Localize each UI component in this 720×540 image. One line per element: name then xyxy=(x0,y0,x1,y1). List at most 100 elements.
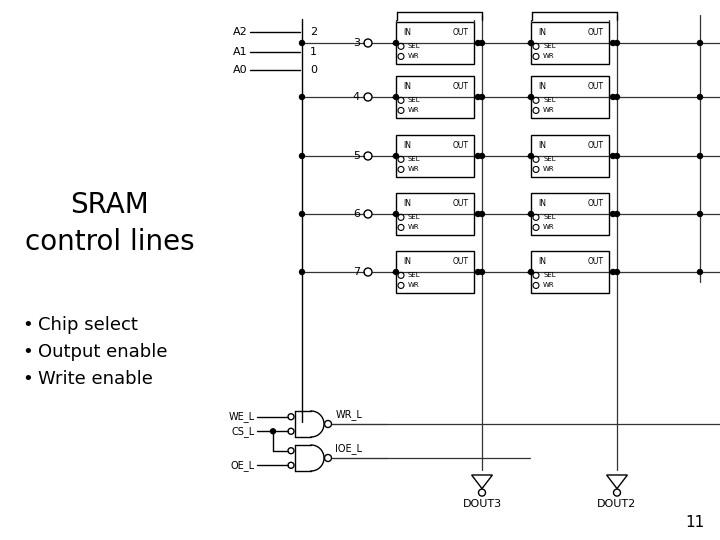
Circle shape xyxy=(698,153,703,159)
Text: WR: WR xyxy=(408,282,420,288)
Circle shape xyxy=(528,269,534,274)
Text: •: • xyxy=(22,316,33,334)
Text: WR: WR xyxy=(543,225,554,231)
Circle shape xyxy=(611,94,616,99)
Circle shape xyxy=(394,94,398,99)
Text: 1: 1 xyxy=(310,47,317,57)
Text: 2: 2 xyxy=(310,27,317,37)
Circle shape xyxy=(698,40,703,45)
Text: WR: WR xyxy=(408,53,420,59)
Text: IN: IN xyxy=(538,199,546,208)
Circle shape xyxy=(480,40,485,45)
Bar xyxy=(531,135,609,177)
Text: •: • xyxy=(22,370,33,388)
Text: Output enable: Output enable xyxy=(38,343,168,361)
Circle shape xyxy=(528,94,534,99)
Text: IN: IN xyxy=(403,82,411,91)
Text: SEL: SEL xyxy=(543,214,556,220)
Text: IOE_L: IOE_L xyxy=(336,443,362,454)
Text: SEL: SEL xyxy=(543,157,556,163)
Circle shape xyxy=(394,269,398,274)
Text: SEL: SEL xyxy=(408,157,420,163)
Bar xyxy=(531,22,609,64)
Circle shape xyxy=(394,40,398,45)
Text: WR: WR xyxy=(408,107,420,113)
Circle shape xyxy=(475,212,480,217)
Circle shape xyxy=(698,212,703,217)
Circle shape xyxy=(528,212,534,217)
Circle shape xyxy=(480,153,485,159)
Bar xyxy=(396,76,474,118)
Text: IN: IN xyxy=(403,28,411,37)
Text: WR: WR xyxy=(408,225,420,231)
Circle shape xyxy=(611,40,616,45)
Circle shape xyxy=(300,153,305,159)
Bar xyxy=(531,76,609,118)
Circle shape xyxy=(698,94,703,99)
Text: 3: 3 xyxy=(353,38,360,48)
Text: IN: IN xyxy=(538,141,546,150)
Text: IN: IN xyxy=(403,141,411,150)
Text: WR: WR xyxy=(543,53,554,59)
Text: A2: A2 xyxy=(233,27,248,37)
Circle shape xyxy=(698,269,703,274)
Text: SEL: SEL xyxy=(408,214,420,220)
Text: SEL: SEL xyxy=(543,97,556,103)
Circle shape xyxy=(475,40,480,45)
Text: A1: A1 xyxy=(233,47,248,57)
Circle shape xyxy=(475,153,480,159)
Text: SEL: SEL xyxy=(408,97,420,103)
Text: OUT: OUT xyxy=(588,257,604,266)
Text: OUT: OUT xyxy=(588,28,604,37)
Text: control lines: control lines xyxy=(25,228,195,256)
Text: 6: 6 xyxy=(353,209,360,219)
Circle shape xyxy=(611,153,616,159)
Circle shape xyxy=(614,153,619,159)
Bar xyxy=(396,135,474,177)
Circle shape xyxy=(480,94,485,99)
Circle shape xyxy=(528,153,534,159)
Bar xyxy=(396,22,474,64)
Circle shape xyxy=(300,212,305,217)
Text: 5: 5 xyxy=(353,151,360,161)
Text: OUT: OUT xyxy=(453,141,469,150)
Circle shape xyxy=(394,153,398,159)
Text: OUT: OUT xyxy=(453,82,469,91)
Circle shape xyxy=(271,429,276,434)
Text: OUT: OUT xyxy=(453,28,469,37)
Text: WR: WR xyxy=(543,166,554,172)
Circle shape xyxy=(300,94,305,99)
Text: WR: WR xyxy=(408,166,420,172)
Circle shape xyxy=(475,94,480,99)
Circle shape xyxy=(480,212,485,217)
Text: IN: IN xyxy=(403,257,411,266)
Text: Write enable: Write enable xyxy=(38,370,153,388)
Circle shape xyxy=(614,94,619,99)
Text: 11: 11 xyxy=(685,515,705,530)
Circle shape xyxy=(394,212,398,217)
Bar xyxy=(396,193,474,235)
Text: SEL: SEL xyxy=(408,272,420,278)
Text: CS_L: CS_L xyxy=(232,426,255,437)
Text: OUT: OUT xyxy=(453,199,469,208)
Circle shape xyxy=(528,40,534,45)
Circle shape xyxy=(611,269,616,274)
Text: IN: IN xyxy=(538,28,546,37)
Circle shape xyxy=(475,269,480,274)
Text: SEL: SEL xyxy=(408,43,420,49)
Text: DOUT3: DOUT3 xyxy=(462,498,502,509)
Text: 4: 4 xyxy=(353,92,360,102)
Text: A0: A0 xyxy=(233,65,248,75)
Text: OUT: OUT xyxy=(588,141,604,150)
Text: 7: 7 xyxy=(353,267,360,277)
Bar xyxy=(531,251,609,293)
Circle shape xyxy=(614,40,619,45)
Bar xyxy=(531,193,609,235)
Text: SEL: SEL xyxy=(543,43,556,49)
Text: OE_L: OE_L xyxy=(231,460,255,471)
Text: IN: IN xyxy=(538,82,546,91)
Text: IN: IN xyxy=(403,199,411,208)
Circle shape xyxy=(300,40,305,45)
Bar xyxy=(396,251,474,293)
Circle shape xyxy=(614,212,619,217)
